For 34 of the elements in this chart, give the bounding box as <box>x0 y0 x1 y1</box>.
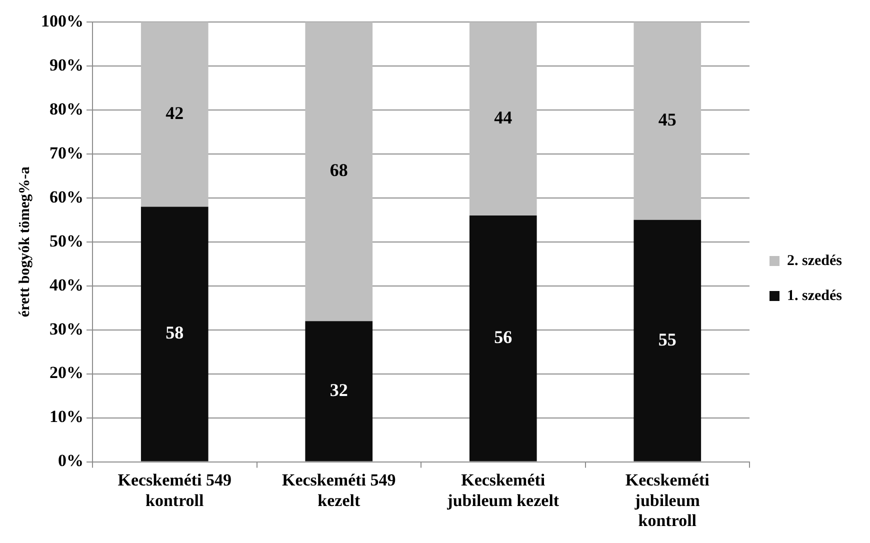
legend-label: 1. szedés <box>787 288 842 304</box>
y-tick-label: 10% <box>50 407 84 426</box>
data-label: 58 <box>166 322 184 343</box>
bar <box>140 206 208 462</box>
bar <box>305 321 373 462</box>
y-tick-label: 70% <box>50 143 84 162</box>
bar <box>140 22 208 207</box>
data-label: 44 <box>494 107 512 128</box>
y-tick-label: 80% <box>50 99 84 118</box>
data-label: 56 <box>494 327 512 348</box>
bar <box>469 216 537 462</box>
y-tick-label: 20% <box>50 363 84 382</box>
y-tick-label: 0% <box>58 451 84 470</box>
x-tick-label: Kecskeméti 549 kontroll <box>118 470 232 510</box>
y-tick-label: 100% <box>41 11 84 30</box>
bar <box>469 22 537 216</box>
legend-label: 2. szedés <box>787 252 842 269</box>
y-tick-label: 40% <box>50 275 84 294</box>
y-tick-label: 30% <box>50 319 84 338</box>
bar <box>634 22 702 220</box>
x-tick-label: Kecskeméti jubileum kontroll <box>625 470 710 530</box>
bar <box>305 22 373 322</box>
y-tick-label: 50% <box>50 231 84 250</box>
data-label: 32 <box>330 380 348 400</box>
bar <box>634 220 702 462</box>
data-label: 55 <box>658 329 676 350</box>
y-tick-label: 60% <box>50 187 84 206</box>
x-tick-label: Kecskeméti 549 kezelt <box>282 470 396 510</box>
y-tick-label: 90% <box>50 55 84 74</box>
data-label: 68 <box>330 160 348 180</box>
data-label: 42 <box>166 103 184 124</box>
x-tick-label: Kecskeméti jubileum kezelt <box>446 470 560 510</box>
y-axis-title: érett bogyók tömeg%-a <box>16 166 33 318</box>
data-label: 45 <box>658 110 676 130</box>
